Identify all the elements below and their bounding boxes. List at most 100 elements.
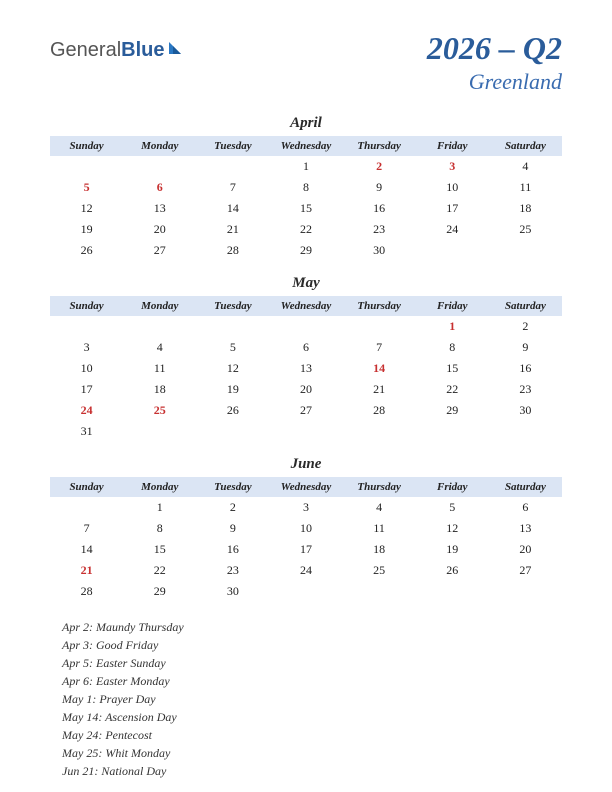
calendar-cell: 6 [269, 337, 342, 358]
calendar-cell [123, 316, 196, 337]
calendar-cell: 8 [416, 337, 489, 358]
calendar-cell: 29 [269, 240, 342, 261]
calendar-cell [489, 240, 562, 261]
calendar-cell: 3 [269, 497, 342, 518]
calendar-cell: 13 [123, 198, 196, 219]
calendar-row: 2627282930 [50, 240, 562, 261]
holiday-line: May 24: Pentecost [62, 726, 562, 744]
calendar-cell: 7 [50, 518, 123, 539]
calendar-cell: 30 [489, 400, 562, 421]
calendar-row: 14151617181920 [50, 539, 562, 560]
calendar-cell [50, 316, 123, 337]
calendar-row: 24252627282930 [50, 400, 562, 421]
calendar-cell: 6 [489, 497, 562, 518]
day-header: Wednesday [269, 136, 342, 156]
calendar-cell: 17 [416, 198, 489, 219]
calendar-cell: 26 [416, 560, 489, 581]
calendar-cell: 10 [416, 177, 489, 198]
day-header: Tuesday [196, 136, 269, 156]
calendar-cell: 14 [196, 198, 269, 219]
calendar-row: 282930 [50, 581, 562, 602]
calendar-cell: 27 [269, 400, 342, 421]
calendar-cell: 19 [196, 379, 269, 400]
calendar-cell: 30 [343, 240, 416, 261]
day-header: Saturday [489, 477, 562, 497]
calendar-cell: 15 [416, 358, 489, 379]
calendar-cell [196, 156, 269, 177]
calendar-cell: 18 [343, 539, 416, 560]
calendar-cell [123, 156, 196, 177]
calendar-cell: 4 [123, 337, 196, 358]
month-block: JuneSundayMondayTuesdayWednesdayThursday… [50, 456, 562, 602]
calendar-cell [416, 581, 489, 602]
calendar-cell: 30 [196, 581, 269, 602]
calendar-cell: 27 [123, 240, 196, 261]
holiday-line: Apr 2: Maundy Thursday [62, 618, 562, 636]
month-name: June [50, 456, 562, 473]
calendar-cell: 1 [269, 156, 342, 177]
calendar-cell: 15 [123, 539, 196, 560]
calendar-cell: 23 [489, 379, 562, 400]
calendar-cell [343, 581, 416, 602]
page-subtitle: Greenland [427, 69, 562, 95]
calendar-table: SundayMondayTuesdayWednesdayThursdayFrid… [50, 136, 562, 261]
calendar-cell: 11 [123, 358, 196, 379]
calendar-cell: 14 [343, 358, 416, 379]
calendar-cell [50, 497, 123, 518]
calendar-cell: 20 [489, 539, 562, 560]
holiday-line: May 14: Ascension Day [62, 708, 562, 726]
calendar-cell [416, 240, 489, 261]
calendar-row: 19202122232425 [50, 219, 562, 240]
logo-text-general: General [50, 39, 121, 62]
calendar-cell: 21 [50, 560, 123, 581]
calendar-cell: 28 [343, 400, 416, 421]
calendar-cell: 11 [343, 518, 416, 539]
calendar-cell: 24 [269, 560, 342, 581]
calendar-cell: 28 [50, 581, 123, 602]
header: GeneralBlue 2026 – Q2 Greenland [50, 30, 562, 95]
logo: GeneralBlue [50, 38, 185, 62]
calendar-cell: 29 [123, 581, 196, 602]
calendar-row: 31 [50, 421, 562, 442]
calendar-cell: 14 [50, 539, 123, 560]
calendar-cell: 29 [416, 400, 489, 421]
calendar-cell: 7 [343, 337, 416, 358]
calendar-cell: 25 [123, 400, 196, 421]
calendar-cell: 4 [343, 497, 416, 518]
calendar-cell: 21 [196, 219, 269, 240]
day-header: Thursday [343, 136, 416, 156]
calendar-cell [343, 421, 416, 442]
logo-text-blue: Blue [121, 39, 164, 62]
holiday-line: May 25: Whit Monday [62, 744, 562, 762]
day-header: Wednesday [269, 296, 342, 316]
calendar-cell [269, 421, 342, 442]
calendar-cell: 18 [123, 379, 196, 400]
calendar-cell: 17 [269, 539, 342, 560]
day-header: Friday [416, 477, 489, 497]
day-header: Thursday [343, 296, 416, 316]
calendar-row: 1234 [50, 156, 562, 177]
holiday-line: Jun 21: National Day [62, 762, 562, 780]
calendar-cell [343, 316, 416, 337]
calendar-cell: 5 [50, 177, 123, 198]
months-container: AprilSundayMondayTuesdayWednesdayThursda… [50, 115, 562, 602]
day-header: Wednesday [269, 477, 342, 497]
calendar-cell: 16 [196, 539, 269, 560]
calendar-cell: 9 [343, 177, 416, 198]
calendar-cell: 2 [343, 156, 416, 177]
calendar-cell: 20 [123, 219, 196, 240]
calendar-cell: 1 [123, 497, 196, 518]
calendar-cell: 21 [343, 379, 416, 400]
page-title: 2026 – Q2 [427, 30, 562, 67]
calendar-cell [123, 421, 196, 442]
calendar-cell: 17 [50, 379, 123, 400]
logo-icon [167, 38, 185, 62]
calendar-cell: 22 [123, 560, 196, 581]
calendar-cell [50, 156, 123, 177]
calendar-row: 123456 [50, 497, 562, 518]
calendar-cell: 3 [416, 156, 489, 177]
day-header: Friday [416, 136, 489, 156]
day-header: Sunday [50, 136, 123, 156]
calendar-cell: 26 [50, 240, 123, 261]
calendar-cell [489, 581, 562, 602]
